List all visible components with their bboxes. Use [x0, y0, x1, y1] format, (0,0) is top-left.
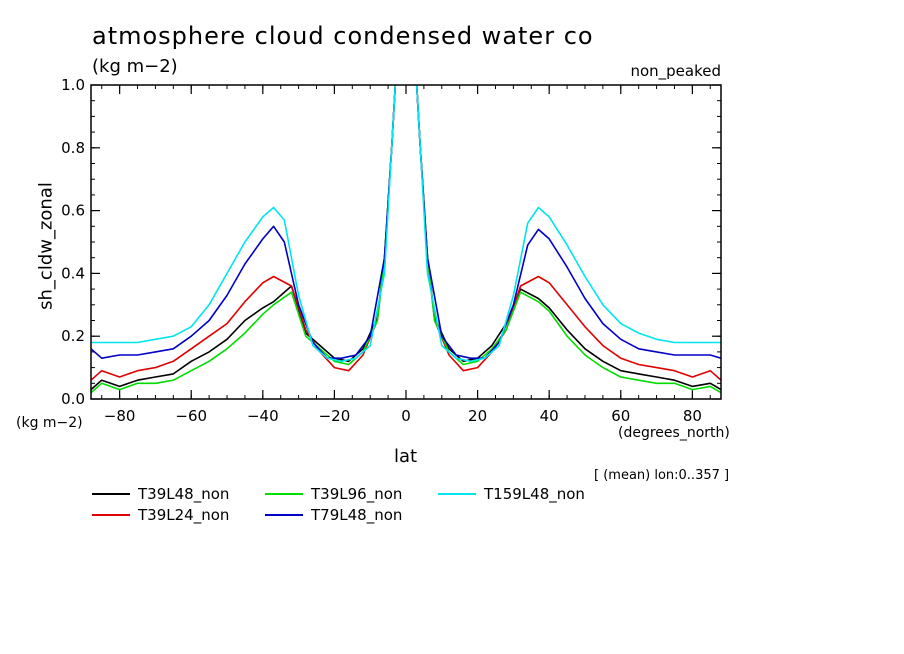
x-axis-label: lat [394, 446, 418, 467]
y-tick-label: 0.8 [61, 139, 85, 157]
legend-item: T39L48_non [92, 485, 229, 503]
experiment-tag: non_peaked [630, 62, 721, 80]
legend-swatch [265, 493, 303, 495]
x-tick-label: −80 [104, 407, 136, 425]
x-tick-label: 40 [540, 407, 559, 425]
x-tick-label: 20 [468, 407, 487, 425]
y-tick-label: 0.0 [61, 390, 85, 408]
series-line-T39L96_non [91, 85, 721, 394]
series-line-T39L24_non [91, 85, 721, 381]
averaging-note: [ (mean) lon:0..357 ] [594, 468, 730, 483]
x-tick-label: 0 [401, 407, 411, 425]
x-tick-label: −60 [175, 407, 207, 425]
tick-labels: −80 −60 −40 −20 0 20 40 60 80 0.0 0.2 0.4 0.6 0.8 1.0 [61, 76, 702, 425]
x-tick-label: 60 [611, 407, 630, 425]
plot-frame [90, 84, 722, 400]
x-tick-label: −20 [319, 407, 351, 425]
legend-item: T159L48_non [438, 485, 585, 503]
legend-label: T39L48_non [138, 485, 230, 503]
legend-swatch [438, 493, 476, 495]
chart-units: (kg m−2) [92, 56, 178, 77]
series-line-T159L48_non [91, 85, 721, 363]
x-tick-label: 80 [683, 407, 702, 425]
series-line-T39L48_non [91, 85, 721, 391]
legend-label: T159L48_non [484, 485, 585, 503]
legend-swatch [265, 514, 303, 516]
x-axis-units: (degrees_north) [618, 425, 730, 441]
chart-title: atmosphere cloud condensed water co [92, 22, 594, 50]
legend-item: T39L24_non [92, 506, 229, 524]
y-axis-units: (kg m−2) [16, 415, 83, 431]
legend-label: T79L48_non [311, 506, 403, 524]
series-line-T79L48_non [91, 85, 721, 360]
legend-item: T39L96_non [265, 485, 402, 503]
y-tick-label: 1.0 [61, 76, 85, 94]
legend-label: T39L96_non [311, 485, 403, 503]
series-lines [91, 85, 721, 394]
y-tick-label: 0.4 [61, 264, 85, 282]
y-tick-label: 0.6 [61, 202, 85, 220]
legend-item: T79L48_non [265, 506, 402, 524]
legend-swatch [92, 514, 130, 516]
x-tick-label: −40 [247, 407, 279, 425]
legend-swatch [92, 493, 130, 495]
y-tick-label: 0.2 [61, 327, 85, 345]
y-axis-label: sh_cldw_zonal [35, 182, 57, 310]
legend-label: T39L24_non [138, 506, 230, 524]
